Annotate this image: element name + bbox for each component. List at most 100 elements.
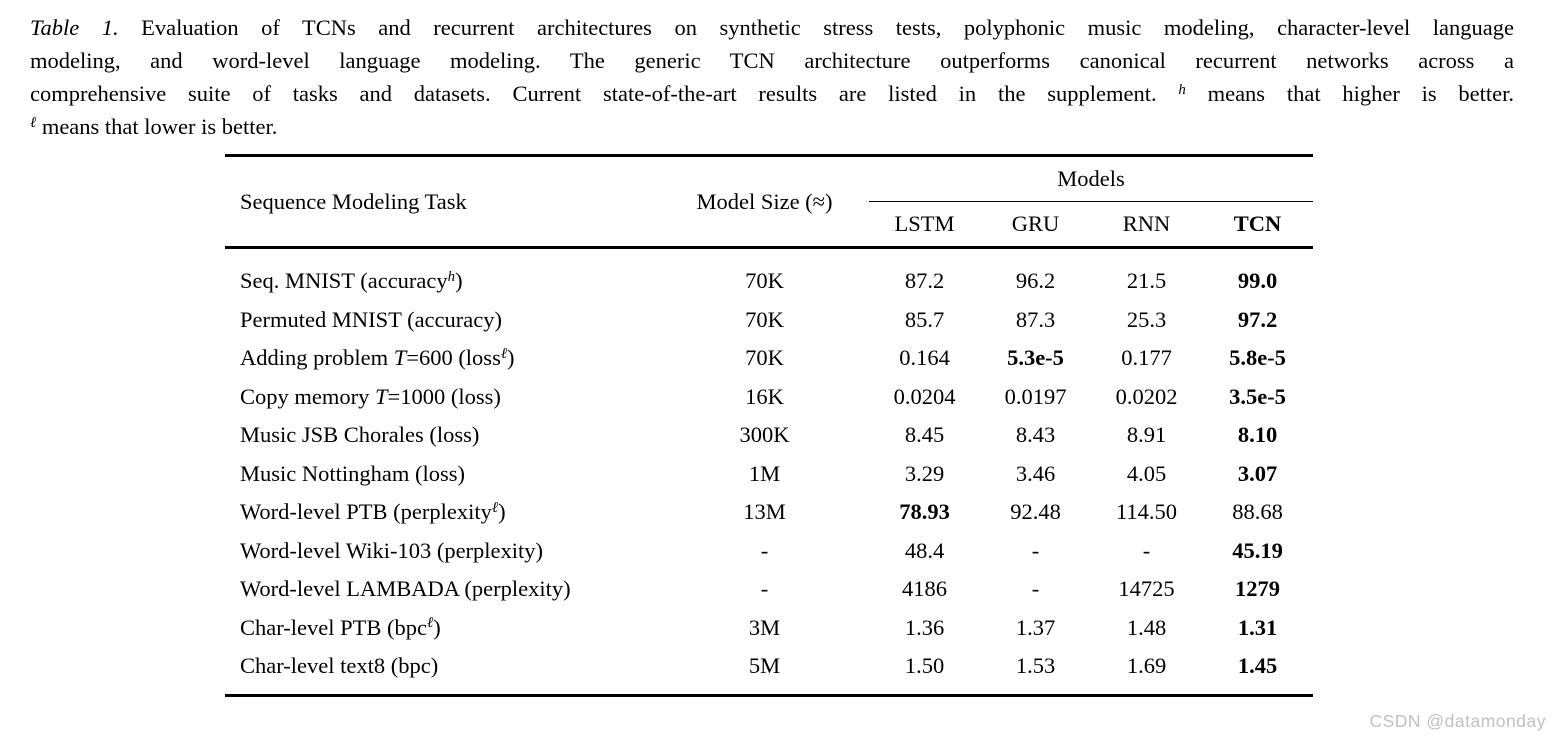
value-cell-gru: 96.2 <box>1015 268 1056 294</box>
table-row: Word-level Wiki-103 (perplexity) - 48.4 - - 4… <box>225 532 1313 571</box>
results-table-wrap: Sequence Modeling Task Model Size (≈) Mo… <box>225 154 1313 697</box>
task-cell: Permuted MNIST (accuracy) <box>240 306 502 332</box>
value-cell-gru: 8.43 <box>1015 422 1056 448</box>
model-size-cell: 1M <box>748 460 781 486</box>
results-table: Sequence Modeling Task Model Size (≈) Mo… <box>225 154 1313 697</box>
value-cell-rnn: 0.177 <box>1121 345 1172 371</box>
value-cell-lstm: 0.0204 <box>893 383 956 409</box>
table-caption: Table 1. Evaluation of TCNs and recurren… <box>30 11 1514 143</box>
caption-superscript: h <box>1178 81 1186 98</box>
superscript-marker: h <box>447 268 456 285</box>
caption-line: ℓ means that lower is better. <box>30 110 1514 143</box>
value-cell-rnn: 21.5 <box>1126 268 1167 294</box>
value-cell-gru: - <box>1031 537 1040 563</box>
task-cell: Music Nottingham (loss) <box>240 460 465 486</box>
value-cell-tcn: 1.45 <box>1237 653 1278 679</box>
value-cell-lstm: 87.2 <box>904 268 945 294</box>
task-cell: Word-level LAMBADA (perplexity) <box>240 576 571 602</box>
table-row: Char-level PTB (bpcℓ) 3M 1.36 1.37 1.48 1.31 <box>225 609 1313 648</box>
caption-text: modeling, and word-level language modeli… <box>30 48 1514 73</box>
value-cell-gru: 87.3 <box>1015 306 1056 332</box>
table-row: Word-level LAMBADA (perplexity) - 4186 - 147… <box>225 570 1313 609</box>
table-row: Word-level PTB (perplexityℓ) 13M 78.93 92.4… <box>225 493 1313 532</box>
table-row: Seq. MNIST (accuracyh) 70K 87.2 96.2 21.5 99.… <box>225 248 1313 301</box>
value-cell-lstm: 85.7 <box>904 306 945 332</box>
caption-text: Table 1. <box>30 15 119 40</box>
table-row: Music Nottingham (loss) 1M 3.29 3.46 4.05 3.0… <box>225 455 1313 494</box>
value-cell-rnn: 1.48 <box>1126 614 1167 640</box>
superscript-marker: ℓ <box>491 499 499 516</box>
value-cell-tcn: 1279 <box>1235 576 1280 602</box>
value-cell-gru: 5.3e-5 <box>1007 345 1064 371</box>
value-cell-lstm: 48.4 <box>904 537 945 563</box>
caption-text: Evaluation of TCNs and recurrent archite… <box>118 15 1514 40</box>
table-row: Adding problem T=600 (lossℓ) 70K 0.164 5.3e… <box>225 339 1313 378</box>
value-cell-gru: 1.37 <box>1015 614 1056 640</box>
table-row: Music JSB Chorales (loss) 300K 8.45 8.43 8.9… <box>225 416 1313 455</box>
value-cell-lstm: 8.45 <box>904 422 945 448</box>
value-cell-lstm: 4186 <box>902 576 947 602</box>
model-size-cell: 16K <box>745 383 784 409</box>
caption-text: comprehensive suite of tasks and dataset… <box>30 81 1179 106</box>
superscript-marker: ℓ <box>500 345 508 362</box>
column-header-task: Sequence Modeling Task <box>225 155 660 249</box>
italic-variable: T <box>393 345 407 371</box>
value-cell-lstm: 1.36 <box>904 614 945 640</box>
value-cell-gru: 1.53 <box>1015 653 1056 679</box>
task-cell: Char-level text8 (bpc) <box>240 653 439 679</box>
value-cell-tcn: 97.2 <box>1237 306 1278 332</box>
superscript-marker: ℓ <box>427 615 434 632</box>
column-header-tcn: TCN <box>1202 201 1313 249</box>
value-cell-rnn: 4.05 <box>1126 460 1167 486</box>
table-row: Permuted MNIST (accuracy) 70K 85.7 87.3 25.3… <box>225 301 1313 340</box>
value-cell-tcn: 45.19 <box>1232 537 1283 563</box>
value-cell-gru: 3.46 <box>1015 460 1056 486</box>
value-cell-lstm: 1.50 <box>904 653 945 679</box>
value-cell-lstm: 3.29 <box>904 460 945 486</box>
column-header-rnn: RNN <box>1091 201 1202 249</box>
value-cell-tcn: 88.68 <box>1232 499 1283 525</box>
column-header-model-size: Model Size (≈) <box>660 155 869 249</box>
value-cell-tcn: 5.8e-5 <box>1229 345 1286 371</box>
table-row: Copy memory T=1000 (loss) 16K 0.0204 0.0197… <box>225 378 1313 417</box>
caption-line: comprehensive suite of tasks and dataset… <box>30 77 1514 110</box>
csdn-watermark: CSDN @datamonday <box>1369 711 1546 731</box>
task-cell: Copy memory T=1000 (loss) <box>240 383 501 409</box>
caption-superscript: ℓ <box>30 114 37 131</box>
column-header-lstm: LSTM <box>869 201 980 249</box>
caption-line: Table 1. Evaluation of TCNs and recurren… <box>30 11 1514 44</box>
value-cell-rnn: 1.69 <box>1126 653 1167 679</box>
value-cell-lstm: 78.93 <box>899 499 950 525</box>
caption-line: modeling, and word-level language modeli… <box>30 44 1514 77</box>
caption-text: means that lower is better. <box>36 114 278 139</box>
model-size-cell: 13M <box>743 499 786 525</box>
value-cell-tcn: 3.5e-5 <box>1229 383 1286 409</box>
column-header-gru: GRU <box>980 201 1091 249</box>
value-cell-gru: 92.48 <box>1010 499 1061 525</box>
value-cell-rnn: - <box>1142 537 1151 563</box>
model-size-cell: - <box>760 537 769 563</box>
value-cell-rnn: 114.50 <box>1115 499 1178 525</box>
task-cell: Music JSB Chorales (loss) <box>240 422 480 448</box>
value-cell-rnn: 0.0202 <box>1115 383 1178 409</box>
value-cell-gru: 0.0197 <box>1004 383 1067 409</box>
task-cell: Seq. MNIST (accuracyh) <box>240 268 463 294</box>
task-cell: Word-level PTB (perplexityℓ) <box>240 499 506 525</box>
task-cell: Char-level PTB (bpcℓ) <box>240 614 441 640</box>
value-cell-rnn: 8.91 <box>1126 422 1167 448</box>
italic-variable: T <box>375 383 388 409</box>
task-cell: Word-level Wiki-103 (perplexity) <box>240 537 544 563</box>
caption-text: means that higher is better. <box>1185 81 1514 106</box>
model-size-cell: 70K <box>745 268 784 294</box>
value-cell-rnn: 14725 <box>1118 576 1175 602</box>
value-cell-rnn: 25.3 <box>1126 306 1167 332</box>
value-cell-gru: - <box>1031 576 1040 602</box>
table-row: Char-level text8 (bpc) 5M 1.50 1.53 1.69 1.45 <box>225 647 1313 695</box>
value-cell-lstm: 0.164 <box>899 345 950 371</box>
value-cell-tcn: 1.31 <box>1237 614 1278 640</box>
model-size-cell: - <box>760 576 769 602</box>
column-group-header-models: Models <box>869 155 1313 202</box>
model-size-cell: 70K <box>745 306 784 332</box>
model-size-cell: 5M <box>748 653 781 679</box>
model-size-cell: 300K <box>739 422 790 448</box>
